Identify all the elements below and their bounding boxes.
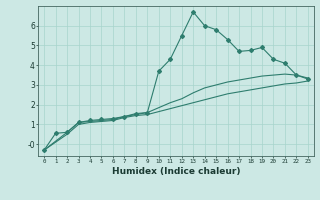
X-axis label: Humidex (Indice chaleur): Humidex (Indice chaleur): [112, 167, 240, 176]
